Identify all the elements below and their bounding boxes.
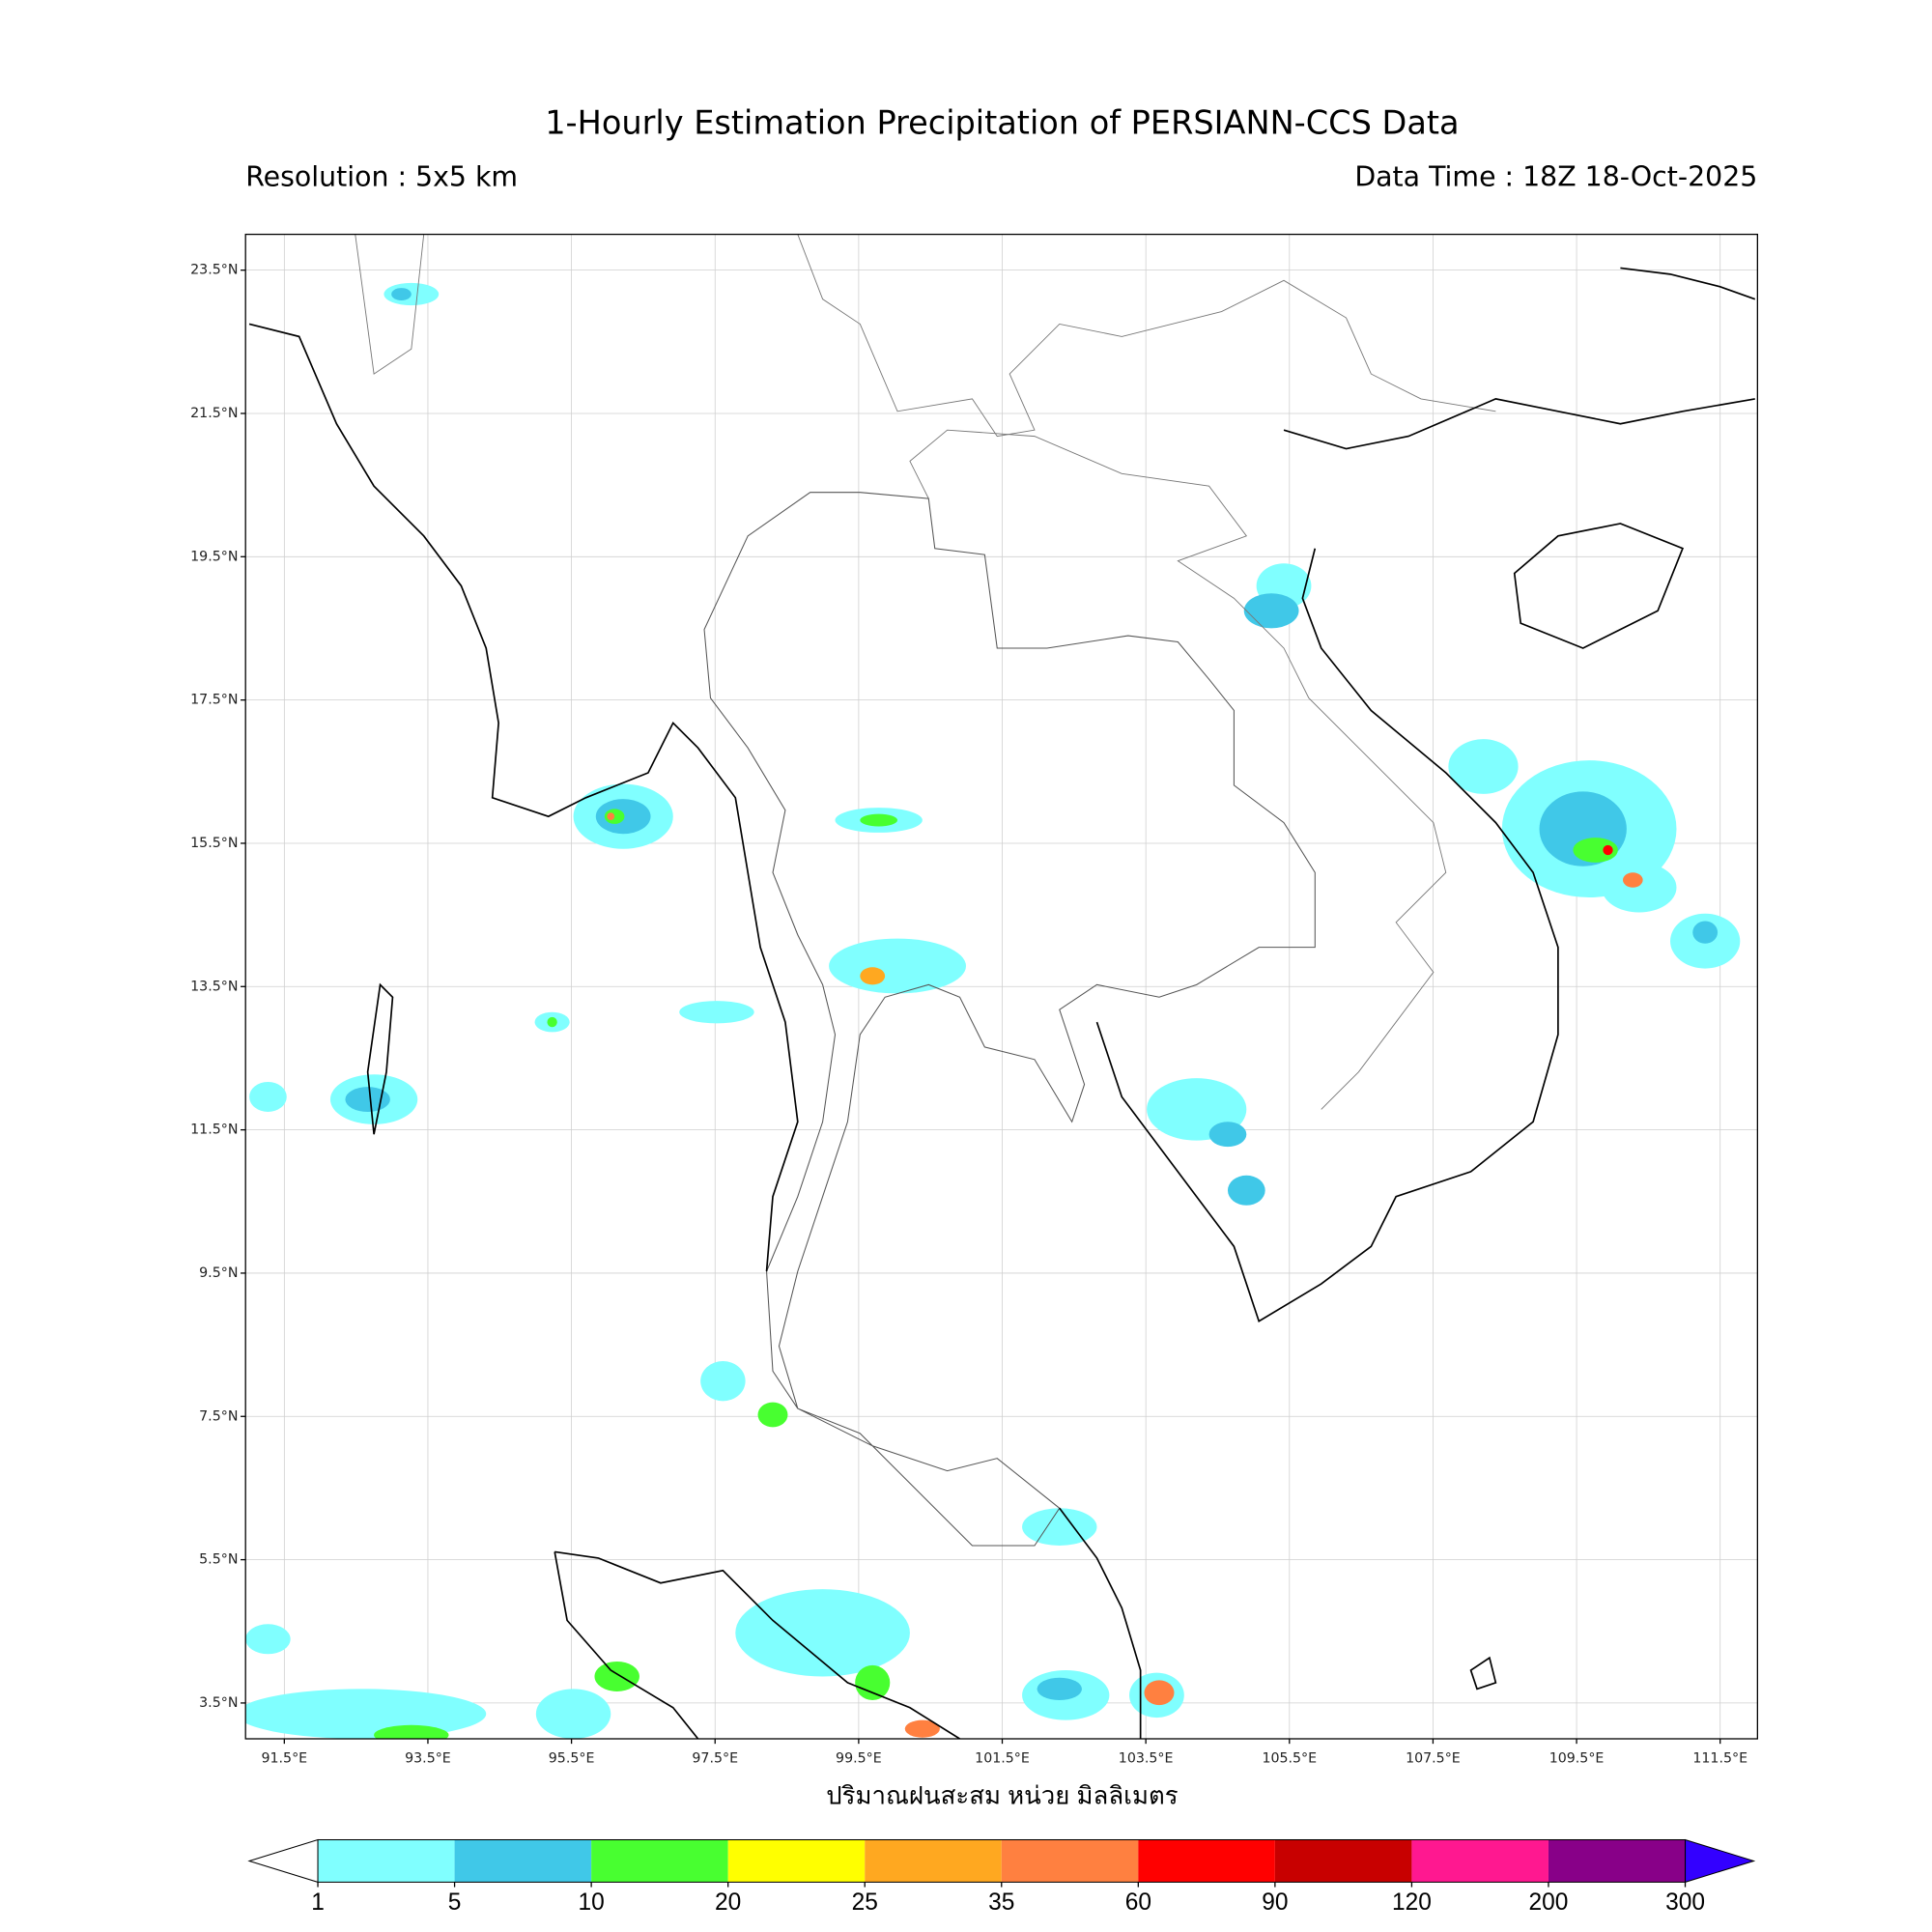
lat-tick-label: 13.5°N [190, 979, 238, 994]
colorbar-box [591, 1839, 728, 1883]
colorbar-box [454, 1839, 592, 1883]
lat-tick-label: 17.5°N [190, 693, 238, 708]
colorbar-label: 10 [578, 1889, 604, 1916]
grid [241, 234, 1758, 1745]
lat-tick-label: 19.5°N [190, 549, 238, 564]
lat-tick-label: 11.5°N [190, 1122, 238, 1138]
colorbar-box [1138, 1839, 1275, 1883]
lat-tick-label: 3.5°N [199, 1695, 238, 1711]
map-frame [244, 233, 1758, 1740]
lat-tick-label: 23.5°N [190, 263, 238, 278]
lon-tick-label: 91.5°E [261, 1751, 307, 1767]
colorbar-label: 25 [852, 1889, 878, 1916]
colorbar-label: 60 [1125, 1889, 1151, 1916]
colorbar-box [865, 1839, 1002, 1883]
lon-tick-label: 105.5°E [1262, 1751, 1317, 1767]
colorbar-label: 200 [1529, 1889, 1569, 1916]
lat-tick-label: 15.5°N [190, 836, 238, 851]
title: 1-Hourly Estimation Precipitation of PER… [545, 104, 1459, 142]
lon-tick-label: 107.5°E [1406, 1751, 1461, 1767]
colorbar-label: 35 [988, 1889, 1014, 1916]
lat-tick-label: 7.5°N [199, 1408, 238, 1424]
lat-tick-label: 5.5°N [199, 1552, 238, 1568]
lat-tick-label: 9.5°N [199, 1265, 238, 1281]
lon-tick-label: 95.5°E [549, 1751, 595, 1767]
colorbar-box [1001, 1839, 1139, 1883]
colorbar-under [247, 1838, 319, 1884]
map-layer [245, 234, 1756, 1739]
borders [355, 234, 1496, 1110]
colorbar: 1 5 10 20 25 35 60 90 120 200 300 [247, 1838, 1756, 1916]
colorbar-box [727, 1839, 866, 1883]
coastlines [248, 267, 1756, 1739]
lon-tick-label: 109.5°E [1549, 1751, 1605, 1767]
lon-tick-label: 111.5°E [1692, 1751, 1747, 1767]
colorbar-label: 300 [1665, 1889, 1705, 1916]
resolution: Resolution : 5x5 km [245, 161, 518, 193]
lon-tick-label: 103.5°E [1119, 1751, 1174, 1767]
lon-tick-label: 101.5°E [975, 1751, 1030, 1767]
colorbar-label: 90 [1262, 1889, 1288, 1916]
colorbar-box [1274, 1839, 1412, 1883]
x-axis-label: ปริมาณฝนสะสม หน่วย มิลลิเมตร [826, 1782, 1179, 1809]
data-time: Data Time : 18Z 18-Oct-2025 [1354, 161, 1757, 193]
colorbar-over [1684, 1838, 1756, 1884]
colorbar-label: 120 [1392, 1889, 1432, 1916]
lon-tick-label: 99.5°E [836, 1751, 882, 1767]
colorbar-box [1548, 1839, 1686, 1883]
colorbar-box [318, 1839, 455, 1883]
colorbar-label: 20 [715, 1889, 741, 1916]
lon-tick-label: 97.5°E [692, 1751, 738, 1767]
colorbar-label: 1 [311, 1889, 325, 1916]
rain [245, 282, 1741, 1739]
lat-tick-label: 21.5°N [190, 406, 238, 421]
colorbar-label: 5 [448, 1889, 462, 1916]
colorbar-box [1411, 1839, 1548, 1883]
lon-tick-label: 93.5°E [405, 1751, 451, 1767]
